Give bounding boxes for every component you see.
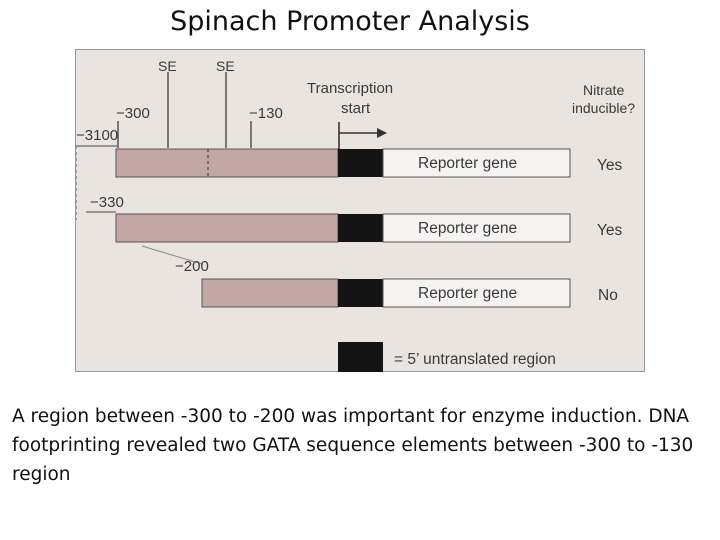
construct-1-start-label: −3100 <box>76 127 118 144</box>
construct-1-promoter <box>115 148 339 178</box>
promoter-diagram: SE SE −300 −130 Transcription start Nitr… <box>75 49 645 372</box>
se-label-1: SE <box>158 58 177 74</box>
construct-2-promoter <box>115 213 339 243</box>
legend-utr-swatch <box>338 342 383 372</box>
marker-label-300: −300 <box>116 105 150 122</box>
transcription-start-line-1: Transcription <box>307 80 393 97</box>
construct-2-utr <box>338 214 383 242</box>
transcription-start-arrowhead <box>377 128 387 138</box>
construct-3-start-label: −200 <box>175 258 209 275</box>
transcription-start-line-2: start <box>341 100 371 117</box>
nitrate-header-line-1: Nitrate <box>583 82 624 98</box>
construct-3-utr <box>338 279 383 307</box>
construct-3-guide-line <box>141 245 203 265</box>
construct-1-inducible: Yes <box>597 157 623 174</box>
construct-2-gene <box>382 213 571 243</box>
marker-label-130: −130 <box>249 105 283 122</box>
se-label-2: SE <box>216 58 235 74</box>
construct-2-start-label: −330 <box>90 194 124 211</box>
construct-3-promoter <box>201 278 339 308</box>
construct-1-gene-label: Reporter gene <box>418 155 517 172</box>
construct-3-gene-label: Reporter gene <box>418 285 517 302</box>
diagram-canvas: SE SE −300 −130 Transcription start Nitr… <box>76 58 635 372</box>
legend-utr-label: = 5’ untranslated region <box>394 351 556 368</box>
slide-title: Spinach Promoter Analysis <box>170 6 530 37</box>
nitrate-header-line-2: inducible? <box>572 100 635 116</box>
construct-3-inducible: No <box>598 287 618 304</box>
construct-2-gene-label: Reporter gene <box>418 220 517 237</box>
construct-2-inducible: Yes <box>597 222 623 239</box>
construct-1-utr <box>338 149 383 177</box>
construct-1-gene <box>382 148 571 178</box>
construct-3-gene <box>382 278 571 308</box>
slide-caption: A region between -300 to -200 was import… <box>12 406 694 485</box>
